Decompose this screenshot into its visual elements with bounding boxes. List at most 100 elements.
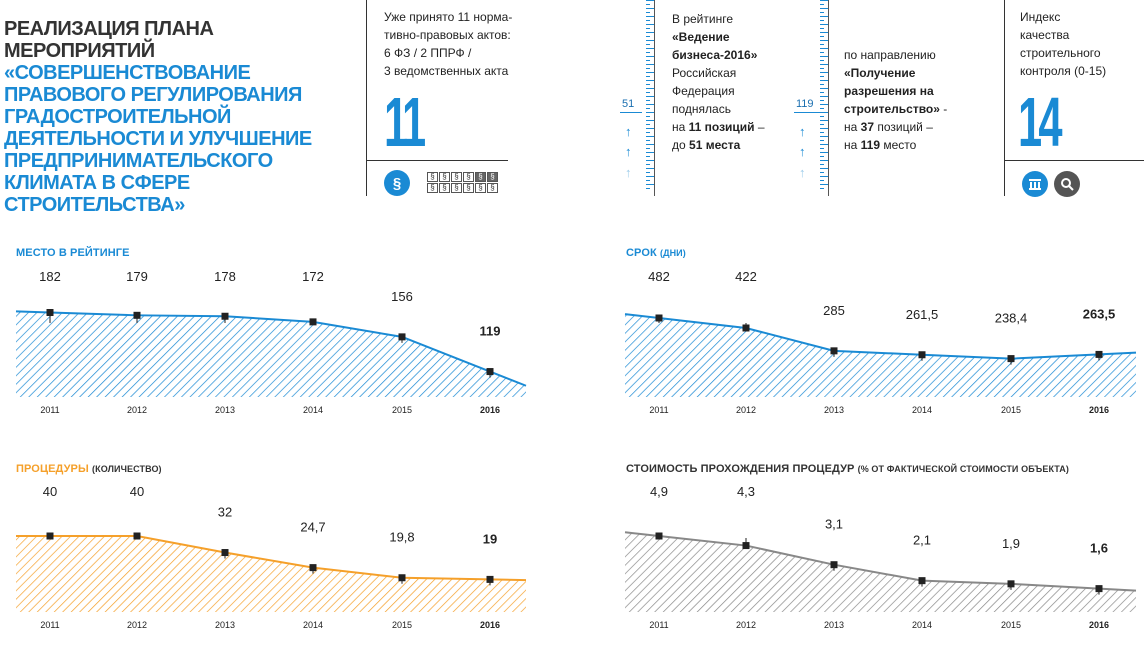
data-point	[1095, 350, 1103, 358]
scale-tick	[646, 112, 654, 113]
chart-subtitle-text: (% ОТ ФАКТИЧЕСКОЙ СТОИМОСТИ ОБЪЕКТА)	[857, 464, 1069, 474]
scale-tick	[646, 92, 650, 93]
scale-tick	[646, 52, 650, 53]
x-tick-label: 2013	[824, 620, 844, 630]
data-label: 482	[648, 269, 670, 284]
area-fill	[16, 536, 526, 612]
scale-tick	[646, 128, 654, 129]
scale-tick	[820, 128, 828, 129]
scale-tick	[820, 152, 828, 153]
text-part: позиций –	[874, 120, 933, 134]
acts-count: 11	[384, 83, 426, 161]
scale-tick	[820, 136, 828, 137]
paragraph-cell-icon: §	[427, 183, 438, 193]
series-line	[15, 310, 527, 387]
chart-subtitle-text: (ДНИ)	[659, 248, 686, 258]
scale-tick	[820, 108, 824, 109]
series-line	[624, 531, 1137, 592]
scale-tick	[646, 168, 654, 169]
data-label: 172	[302, 269, 324, 284]
rating-scale-label: 119	[796, 98, 814, 110]
acts-text-line: 3 ведомственных акта	[384, 64, 509, 78]
scale-tick	[646, 144, 654, 145]
title-line-1: РЕАЛИЗАЦИЯ ПЛАНА МЕРОПРИЯТИЙ	[4, 18, 214, 62]
scale-tick	[820, 76, 824, 77]
rating-text-line: до 51 места	[672, 136, 782, 154]
scale-tick	[820, 160, 828, 161]
x-tick-label: 2016	[1089, 405, 1109, 415]
data-point	[309, 564, 317, 572]
data-label: 32	[218, 505, 232, 520]
divider-index	[1004, 0, 1005, 196]
procedures-chart: 40 2011 40 2012 32 2013 24,7 2014 19,8 2015 19 2016	[16, 484, 527, 630]
data-point	[1007, 355, 1015, 363]
x-tick-label: 2011	[40, 405, 59, 415]
scale-tick	[820, 116, 824, 117]
scale-tick	[820, 176, 828, 177]
scale-tick	[646, 136, 654, 137]
scale-tick	[646, 36, 650, 37]
x-tick-label: 2015	[1001, 405, 1021, 415]
scale-tick	[646, 84, 650, 85]
paragraph-cell-icon: §	[487, 183, 498, 193]
index-value: 14	[1018, 83, 1063, 161]
index-text-line: строительного	[1020, 46, 1101, 60]
data-point	[398, 333, 406, 341]
scale-tick	[646, 100, 650, 101]
data-label: 2,1	[913, 533, 931, 548]
title-line-2: «СОВЕРШЕНСТВОВАНИЕ ПРАВОВОГО РЕГУЛИРОВАН…	[4, 62, 312, 216]
data-label: 422	[735, 269, 757, 284]
chart-title-text: СРОК	[626, 247, 657, 259]
scale-tick	[820, 52, 824, 53]
chart-title-text: СТОИМОСТЬ ПРОХОЖДЕНИЯ ПРОЦЕДУР	[626, 463, 855, 475]
text-part: –	[754, 120, 765, 134]
x-tick-label: 2014	[912, 620, 932, 630]
x-tick-label: 2011	[649, 405, 668, 415]
scale-tick	[646, 56, 654, 57]
x-tick-label: 2013	[215, 620, 235, 630]
days-chart: 482 2011 422 2012 285 2013 261,5 2014 238,4 2015 2…	[624, 269, 1137, 415]
scale-tick	[646, 148, 650, 149]
area-fill	[625, 532, 1136, 612]
index-text-line: контроля (0-15)	[1020, 64, 1107, 78]
rating-text: В рейтинге «Ведение бизнеса-2016» Россий…	[672, 10, 782, 154]
data-label: 119	[480, 324, 501, 339]
acts-text-line: тивно-правовых актов:	[384, 28, 511, 42]
x-tick-label: 2013	[215, 405, 235, 415]
scale-tick	[646, 184, 654, 185]
rating-scale	[646, 0, 654, 192]
scale-tick	[646, 124, 650, 125]
scale-tick	[820, 180, 824, 181]
scale-tick	[646, 44, 650, 45]
magnifier-icon-glyph	[1061, 178, 1074, 191]
x-tick-label: 2016	[1089, 620, 1109, 630]
direction-text-line: на 119 место	[844, 136, 974, 154]
scale-tick	[820, 64, 828, 65]
data-label: 156	[391, 289, 413, 304]
data-point	[830, 347, 838, 355]
scale-tick	[820, 0, 828, 1]
scale-tick	[820, 16, 828, 17]
scale-tick	[646, 68, 650, 69]
scale-tick	[820, 4, 824, 5]
scale-tick	[820, 72, 828, 73]
data-label: 4,9	[650, 484, 668, 499]
data-point	[655, 532, 663, 540]
paragraph-cell-icon: §	[463, 172, 474, 182]
x-tick-label: 2012	[127, 620, 147, 630]
scale-tick	[646, 156, 650, 157]
scale-tick	[820, 32, 828, 33]
x-tick-label: 2015	[392, 620, 412, 630]
data-point	[655, 314, 663, 322]
rating-marker-line	[620, 112, 642, 113]
text-part: до	[672, 138, 690, 152]
up-arrow-icon: ↑	[799, 124, 806, 139]
rating-marker-line	[794, 112, 824, 113]
direction-text-line: разрешения на	[844, 84, 934, 98]
data-label: 1,6	[1090, 541, 1108, 556]
rating-text-line: на 11 позиций –	[672, 118, 782, 136]
rating-chart: 182 2011 179 2012 178 2013 172 2014 156 2015 119 20…	[15, 269, 527, 415]
x-tick-label: 2011	[40, 620, 59, 630]
text-part: на	[672, 120, 689, 134]
data-label: 178	[214, 269, 236, 284]
